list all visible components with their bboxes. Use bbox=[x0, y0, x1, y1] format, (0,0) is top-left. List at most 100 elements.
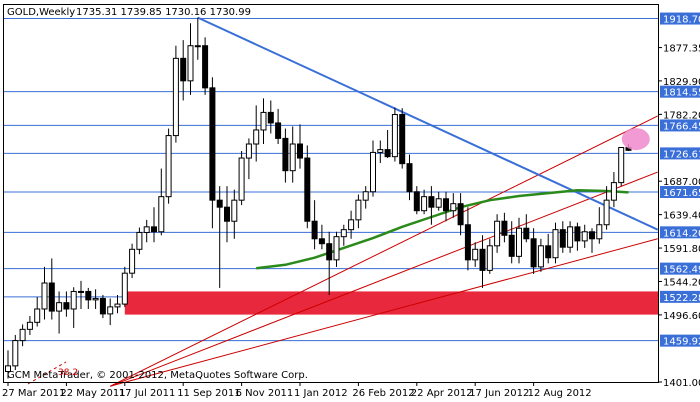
candle-body-up bbox=[165, 135, 172, 198]
candle-body-down bbox=[501, 220, 508, 236]
candle-40 bbox=[297, 124, 303, 169]
y-tick-label-0: 1877.35 bbox=[663, 44, 700, 55]
price-label-5: 1614.20 bbox=[663, 228, 700, 239]
candle-body-up bbox=[603, 199, 610, 226]
candle-39 bbox=[289, 126, 296, 183]
candle-body-down bbox=[216, 199, 223, 208]
x-tick-label-2: 17 Jul 2011 bbox=[119, 388, 176, 399]
channel-line-1 bbox=[110, 171, 658, 387]
candle-body-up bbox=[362, 191, 369, 201]
candle-body-up bbox=[187, 45, 194, 82]
candle-22 bbox=[165, 128, 172, 204]
candle-body-up bbox=[70, 290, 77, 310]
candle-69 bbox=[508, 221, 515, 264]
candle-75 bbox=[552, 222, 559, 264]
candle-7 bbox=[56, 291, 63, 334]
price-label-box-1 bbox=[660, 85, 700, 98]
candle-body-up bbox=[238, 157, 245, 201]
x-tick-label-7: 22 Apr 2012 bbox=[411, 388, 473, 399]
price-label-8: 1459.92 bbox=[663, 337, 700, 348]
candles-layer bbox=[5, 17, 632, 379]
candle-17 bbox=[129, 243, 136, 279]
candle-body-up bbox=[348, 219, 355, 231]
candle-body-up bbox=[581, 231, 588, 242]
candle-30 bbox=[224, 186, 230, 243]
downtrend-line bbox=[197, 16, 659, 231]
candle-body-up bbox=[136, 231, 143, 250]
candle-body-up bbox=[26, 321, 33, 330]
candle-63 bbox=[464, 207, 471, 271]
x-tick-label-9: 12 Aug 2012 bbox=[528, 388, 592, 399]
y-tick-label-3: 1687.00 bbox=[663, 177, 700, 188]
x-tick-label-0: 27 Mar 2011 bbox=[2, 388, 65, 399]
candle-52 bbox=[384, 129, 391, 159]
candle-body-up bbox=[158, 196, 165, 233]
candle-body-up bbox=[56, 302, 63, 312]
candle-body-down bbox=[209, 87, 216, 201]
candle-35 bbox=[260, 98, 267, 145]
candle-body-down bbox=[428, 196, 435, 208]
candle-body-up bbox=[92, 297, 99, 301]
candle-body-up bbox=[370, 151, 376, 193]
channel-line-2 bbox=[110, 238, 658, 387]
candle-8 bbox=[63, 291, 70, 317]
trend-lines-layer bbox=[27, 16, 659, 387]
candle-70 bbox=[516, 217, 522, 264]
candle-body-up bbox=[355, 199, 362, 221]
candle-11 bbox=[85, 287, 92, 309]
candle-2 bbox=[19, 324, 26, 347]
candle-38 bbox=[282, 128, 289, 183]
candle-45 bbox=[333, 231, 340, 267]
candle-61 bbox=[450, 193, 457, 218]
candle-body-down bbox=[479, 248, 486, 271]
candle-31 bbox=[231, 189, 238, 239]
demand-zone-layer bbox=[124, 291, 659, 315]
candle-body-up bbox=[19, 328, 26, 342]
candle-body-up bbox=[5, 365, 11, 372]
marker-layer bbox=[621, 128, 650, 151]
candle-29 bbox=[216, 186, 223, 288]
candle-50 bbox=[370, 140, 376, 197]
candle-body-up bbox=[537, 245, 544, 268]
candle-body-up bbox=[377, 149, 384, 153]
candle-32 bbox=[238, 151, 245, 206]
candle-37 bbox=[275, 108, 282, 145]
y-tick-label-7: 1496.60 bbox=[663, 311, 700, 322]
y-tick-label-8: 1401.00 bbox=[663, 378, 700, 389]
candle-body-down bbox=[384, 149, 391, 158]
candle-body-up bbox=[172, 57, 179, 137]
candle-body-down bbox=[326, 243, 333, 261]
candle-65 bbox=[479, 235, 486, 288]
candle-51 bbox=[377, 140, 384, 163]
candle-84 bbox=[618, 147, 625, 187]
candle-78 bbox=[574, 222, 581, 251]
candle-36 bbox=[267, 100, 274, 134]
candle-body-up bbox=[333, 236, 340, 261]
candle-body-up bbox=[143, 226, 150, 233]
candle-body-down bbox=[180, 57, 187, 82]
candle-body-up bbox=[391, 114, 398, 158]
candle-body-down bbox=[399, 114, 406, 165]
fibonacci-annotation: 38.2 bbox=[58, 368, 78, 378]
candle-body-down bbox=[589, 231, 595, 240]
candle-body-up bbox=[486, 245, 493, 271]
channel-line-0 bbox=[109, 115, 658, 387]
candle-1 bbox=[12, 334, 19, 371]
price-label-3: 1726.61 bbox=[663, 149, 700, 160]
candle-46 bbox=[340, 224, 347, 246]
candle-71 bbox=[523, 214, 530, 243]
candle-54 bbox=[399, 108, 406, 169]
candle-9 bbox=[70, 287, 77, 328]
candle-20 bbox=[151, 207, 157, 243]
candle-76 bbox=[559, 221, 566, 253]
candle-body-down bbox=[282, 137, 289, 172]
x-tick-label-5: 1 Jan 2012 bbox=[294, 388, 348, 399]
candle-body-up bbox=[12, 340, 19, 367]
candle-body-down bbox=[85, 290, 92, 301]
candle-12 bbox=[92, 289, 99, 309]
candle-body-up bbox=[472, 248, 479, 261]
candle-body-up bbox=[78, 290, 84, 293]
candle-body-down bbox=[406, 163, 413, 193]
candle-body-up bbox=[121, 272, 128, 305]
